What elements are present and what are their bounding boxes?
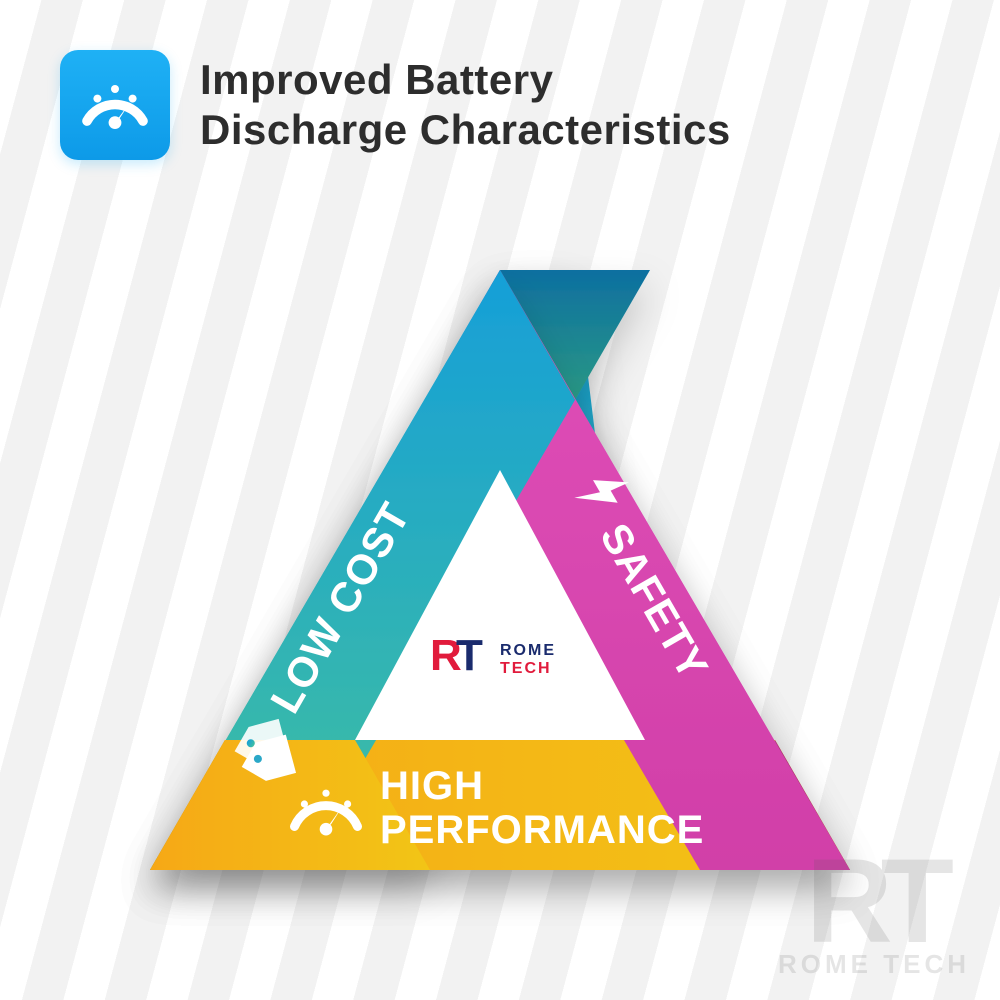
watermark: RT ROME TECH <box>778 853 970 980</box>
hp-text-1: HIGH <box>380 764 484 808</box>
hp-text-2: PERFORMANCE <box>380 808 704 852</box>
logo-line1: ROME <box>500 642 556 659</box>
watermark-rt: RT <box>778 853 970 949</box>
logo-line2: TECH <box>500 660 552 677</box>
svg-text:T: T <box>456 631 483 680</box>
watermark-brand: ROME TECH <box>778 949 970 980</box>
